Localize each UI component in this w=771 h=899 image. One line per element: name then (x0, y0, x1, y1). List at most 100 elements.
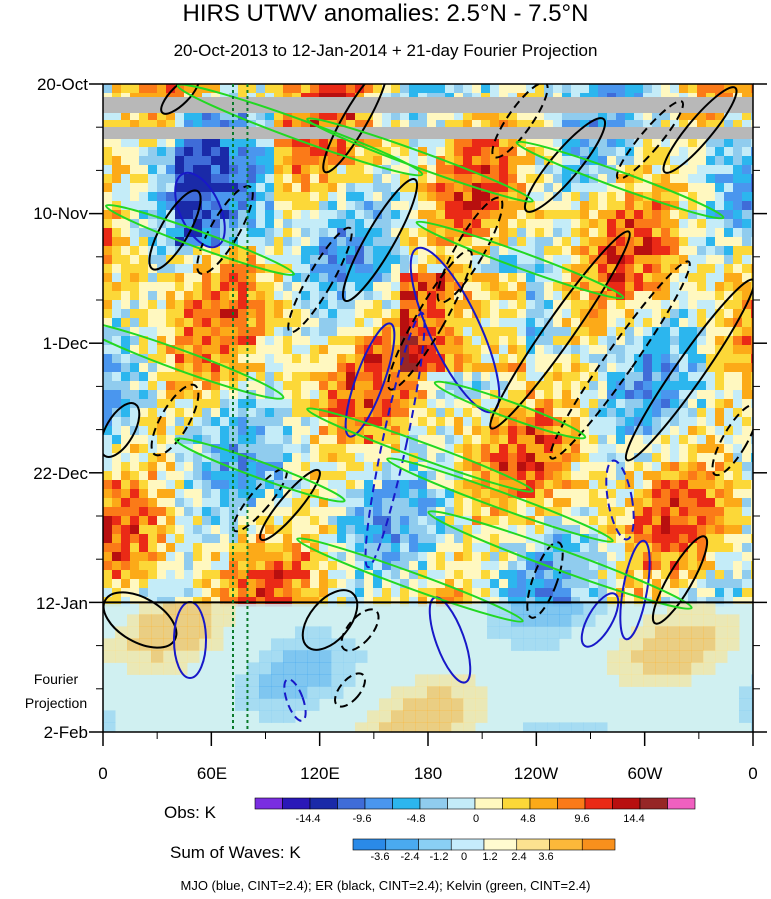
obs-cell (211, 525, 221, 535)
obs-cell (283, 507, 293, 517)
projection-cell (595, 602, 608, 615)
obs-cell (670, 372, 680, 382)
obs-cell (634, 507, 644, 517)
obs-cell (625, 156, 635, 166)
obs-cell (238, 399, 248, 409)
obs-cell (238, 246, 248, 256)
obs-cell (265, 174, 275, 184)
obs-cell (193, 336, 203, 346)
projection-cell (643, 638, 656, 651)
obs-cell (634, 246, 644, 256)
obs-cell (130, 165, 140, 175)
obs-cell (382, 525, 392, 535)
obs-cell (166, 471, 176, 481)
obs-cell (544, 390, 554, 400)
obs-cell (508, 525, 518, 535)
obs-cell (697, 354, 707, 364)
obs-cell (337, 345, 347, 355)
obs-cell (409, 318, 419, 328)
obs-cell (706, 156, 716, 166)
obs-cell (265, 498, 275, 508)
obs-cell (571, 138, 581, 148)
obs-cell (211, 309, 221, 319)
obs-cell (580, 210, 590, 220)
obs-cell (562, 534, 572, 544)
obs-cell (724, 498, 734, 508)
obs-cell (634, 525, 644, 535)
obs-cell (238, 543, 248, 553)
obs-cell (247, 363, 257, 373)
obs-cell (319, 318, 329, 328)
obs-cell (463, 354, 473, 364)
obs-cell (418, 336, 428, 346)
projection-cell (319, 650, 332, 663)
obs-cell (373, 237, 383, 247)
obs-cell (652, 417, 662, 427)
obs-cell (706, 345, 716, 355)
obs-cell (238, 300, 248, 310)
obs-cell (292, 498, 302, 508)
obs-cell (166, 408, 176, 418)
obs-cell (652, 444, 662, 454)
obs-cell (373, 462, 383, 472)
obs-cell (571, 246, 581, 256)
obs-cell (481, 210, 491, 220)
x-tick-label: 0 (748, 764, 758, 783)
obs-cell (715, 552, 725, 562)
projection-cell (175, 650, 188, 663)
obs-cell (364, 408, 374, 418)
missing-data-band (103, 97, 753, 113)
obs-cell (427, 417, 437, 427)
obs-cell (355, 543, 365, 553)
obs-cell (418, 552, 428, 562)
obs-cell (526, 588, 536, 598)
obs-cell (409, 210, 419, 220)
obs-cell (598, 417, 608, 427)
obs-cell (193, 354, 203, 364)
obs-cell (220, 462, 230, 472)
obs-cell (391, 192, 401, 202)
obs-cell (319, 552, 329, 562)
obs-cell (643, 345, 653, 355)
obs-cell (616, 507, 626, 517)
obs-cell (679, 390, 689, 400)
obs-cell (751, 264, 753, 274)
obs-cell (391, 453, 401, 463)
obs-cell (112, 111, 122, 121)
obs-cell (166, 426, 176, 436)
obs-cell (184, 273, 194, 283)
obs-cell (607, 318, 617, 328)
obs-cell (283, 453, 293, 463)
obs-cell (202, 219, 212, 229)
obs-cell (463, 201, 473, 211)
obs-cell (589, 570, 599, 580)
obs-cell (535, 147, 545, 157)
obs-cell (427, 210, 437, 220)
obs-cell (445, 453, 455, 463)
obs-cell (409, 561, 419, 571)
obs-cell (625, 273, 635, 283)
obs-cell (706, 255, 716, 265)
projection-cell (451, 710, 464, 723)
obs-cell (688, 147, 698, 157)
obs-cell (301, 516, 311, 526)
obs-cell (256, 318, 266, 328)
obs-cell (544, 291, 554, 301)
obs-cell (238, 273, 248, 283)
obs-cell (382, 534, 392, 544)
projection-cell (403, 686, 416, 699)
obs-cell (499, 444, 509, 454)
obs-cell (454, 192, 464, 202)
obs-cell (274, 192, 284, 202)
obs-cell (427, 111, 437, 121)
obs-cell (535, 462, 545, 472)
obs-cell (742, 192, 752, 202)
obs-cell (139, 255, 149, 265)
obs-cell (733, 120, 743, 130)
obs-cell (166, 156, 176, 166)
obs-cell (301, 84, 311, 94)
obs-cell (508, 480, 518, 490)
obs-cell (400, 183, 410, 193)
obs-cell (283, 345, 293, 355)
obs-cell (103, 219, 113, 229)
